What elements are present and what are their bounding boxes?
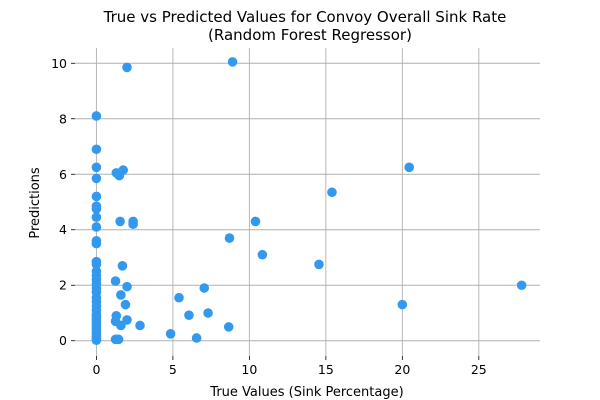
data-point: [203, 308, 213, 318]
data-point: [113, 334, 124, 345]
x-tick-label: 20: [394, 362, 410, 377]
data-point: [91, 222, 102, 232]
data-point: [128, 219, 138, 229]
data-point: [91, 259, 102, 270]
x-axis-label: True Values (Sink Percentage): [209, 385, 403, 400]
x-tick-label: 0: [92, 362, 100, 377]
y-tick-label: 8: [59, 111, 67, 126]
data-point: [191, 333, 202, 343]
data-point: [91, 204, 102, 214]
x-tick-label: 15: [318, 362, 334, 377]
grid-lines: [75, 48, 540, 356]
data-point: [165, 329, 176, 339]
data-point: [91, 111, 102, 121]
data-point: [117, 261, 128, 271]
data-point: [516, 280, 527, 291]
data-point: [91, 238, 102, 249]
data-point: [116, 320, 126, 331]
data-point: [122, 315, 132, 325]
y-tick-label: 2: [59, 278, 67, 293]
data-point: [91, 191, 102, 202]
data-point: [91, 335, 102, 345]
chart-subtitle: (Random Forest Regressor): [208, 26, 412, 44]
y-tick-label: 0: [59, 333, 67, 348]
data-point: [184, 310, 194, 321]
data-point: [223, 322, 234, 332]
data-point: [227, 57, 238, 67]
data-point: [327, 187, 337, 198]
chart-title: True vs Predicted Values for Convoy Over…: [103, 8, 507, 26]
x-tick-label: 10: [241, 362, 257, 377]
data-point: [91, 173, 102, 184]
y-axis-ticks: 0 2 4 6 8 10: [51, 56, 75, 348]
data-point: [397, 299, 408, 310]
x-tick-label: 5: [169, 362, 177, 377]
data-point: [110, 276, 121, 286]
data-point: [91, 212, 102, 223]
y-tick-label: 10: [51, 56, 67, 71]
data-point: [118, 165, 128, 175]
data-point: [120, 299, 131, 310]
data-point: [250, 216, 261, 227]
data-point: [91, 144, 102, 155]
data-point: [224, 233, 235, 243]
data-point: [122, 281, 132, 292]
data-point: [257, 249, 268, 260]
data-point: [199, 283, 210, 293]
data-point: [174, 292, 184, 303]
data-point: [116, 290, 126, 300]
data-point: [314, 259, 324, 270]
data-point: [91, 162, 102, 173]
y-tick-label: 6: [59, 167, 67, 182]
y-tick-label: 4: [59, 222, 67, 237]
data-point: [135, 320, 145, 331]
data-points: [91, 57, 527, 345]
data-point: [115, 216, 125, 227]
x-axis-ticks: 0 5 10 15 20 25: [92, 356, 487, 377]
data-point: [122, 62, 132, 73]
y-axis-label: Predictions: [28, 167, 43, 239]
x-tick-label: 25: [471, 362, 487, 377]
data-point: [404, 162, 415, 173]
